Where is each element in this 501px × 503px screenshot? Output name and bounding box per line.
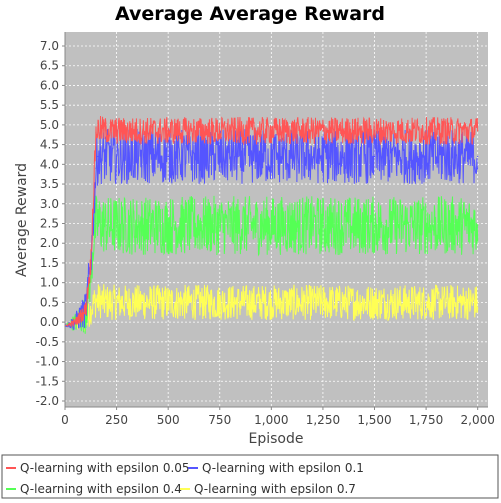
legend-label: Q-learning with epsilon 0.1 [202,461,364,475]
data-point [425,130,427,132]
data-point [373,130,376,132]
y-tick-label: -1.5 [36,374,59,388]
chart-title: Average Average Reward [115,3,385,25]
data-point [115,130,118,132]
data-point [270,301,272,303]
data-point [115,155,118,158]
data-point [477,301,479,303]
x-tick-label: 1,500 [357,413,391,427]
data-point [74,321,76,323]
y-tick-label: 6.0 [40,78,59,92]
legend [1,454,499,499]
data-point [167,155,169,158]
data-point [219,130,221,132]
series-1 [64,115,479,328]
data-point [373,301,376,303]
data-point [97,222,99,225]
x-tick-label: 250 [105,413,128,427]
data-point [270,224,272,227]
data-point [373,224,376,227]
y-axis-ticks: -2.0 -1.5 -1.0 -0.5 0.0 0.5 1.0 1.5 2.0 2.5 3.0 3.5… [36,39,65,408]
y-axis-label: Average Reward [14,163,30,277]
data-point [322,224,324,227]
data-point [425,224,427,227]
data-point [167,130,169,132]
data-point [477,224,479,227]
y-tick-label: 5.5 [40,98,59,112]
y-tick-label: 4.5 [40,138,59,152]
legend-label: Q-learning with epsilon 0.7 [194,482,356,496]
x-tick-label: 1,750 [409,413,443,427]
data-point [219,301,221,303]
y-tick-label: 0.0 [40,315,59,329]
series-line [65,284,479,332]
y-tick-label: -0.5 [36,335,59,349]
data-point [105,301,107,303]
y-tick-label: 5.0 [40,118,59,132]
data-point [105,130,107,132]
legend-label: Q-learning with epsilon 0.4 [20,482,182,496]
data-point [425,301,427,303]
x-tick-label: 2,000 [461,413,495,427]
data-point [115,301,118,303]
data-point [97,128,99,130]
data-point [97,299,99,302]
data-point [322,301,324,303]
y-tick-label: -2.0 [36,394,59,408]
data-point [95,132,97,134]
data-point [85,309,87,311]
x-tick-label: 1,250 [306,413,340,427]
x-tick-label: 0 [61,413,69,427]
data-point [115,224,118,227]
data-point [93,183,95,185]
data-point [90,309,92,311]
data-point [105,155,107,158]
data-point [97,155,99,158]
y-tick-label: -1.0 [36,355,59,369]
y-tick-label: 0.5 [40,295,59,309]
series-line [64,195,479,334]
x-tick-label: 1,000 [254,413,288,427]
y-tick-label: 2.0 [40,236,59,250]
y-tick-label: 2.5 [40,217,59,231]
data-point [167,301,169,303]
data-point [105,224,107,227]
legend-label: Q-learning with epsilon 0.05 [20,461,190,475]
x-tick-label: 500 [157,413,180,427]
y-tick-label: 6.5 [40,59,59,73]
data-point [322,130,324,132]
data-point [90,262,92,264]
y-tick-label: 1.5 [40,256,59,270]
data-point [95,222,97,225]
data-point [425,155,427,158]
data-point [219,155,221,158]
series-layer [64,115,479,334]
data-point [270,155,272,158]
x-axis-label: Episode [249,431,304,447]
data-point [95,167,97,169]
y-tick-label: 3.0 [40,197,59,211]
y-tick-label: 7.0 [40,39,59,53]
data-point [167,224,169,227]
data-point [93,301,95,303]
x-axis-ticks: 0 250 500 750 1,000 1,250 1,500 1,750 2,000 [61,407,495,427]
data-point [95,299,97,302]
y-tick-label: 1.0 [40,276,59,290]
data-point [477,155,479,158]
series-line [64,115,479,328]
data-point [373,155,376,158]
y-tick-label: 4.0 [40,157,59,171]
x-tick-label: 750 [208,413,231,427]
data-point [270,130,272,132]
data-point [322,155,324,158]
y-tick-label: 3.5 [40,177,59,191]
data-point [219,224,221,227]
data-point [477,130,479,132]
legend-items: Q-learning with epsilon 0.05 Q-learning w… [6,461,364,496]
